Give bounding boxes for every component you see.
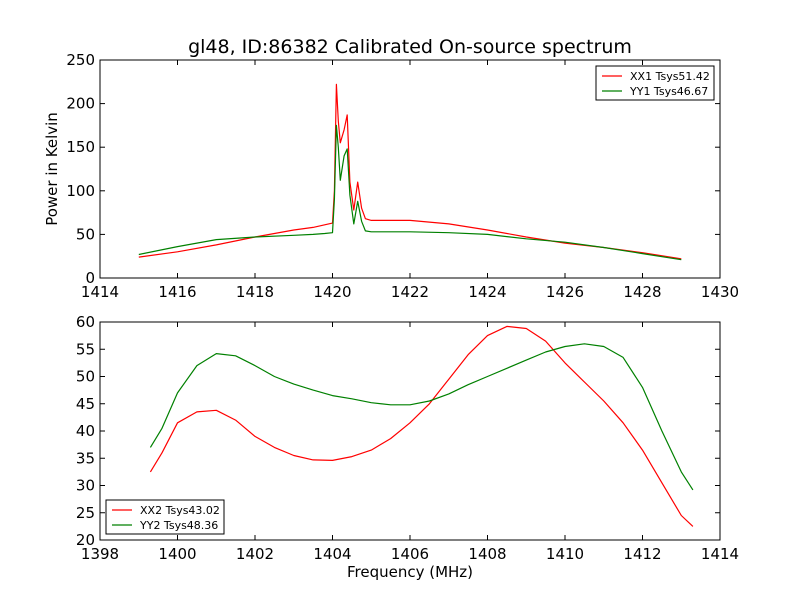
y-tick-label: 50: [76, 225, 95, 243]
y-tick-label: 40: [76, 422, 95, 440]
y-tick-label: 250: [66, 51, 95, 69]
y-tick-label: 200: [66, 95, 95, 113]
x-tick-label: 1410: [546, 545, 584, 563]
x-tick-label: 1418: [236, 283, 274, 301]
series-line-1: [138, 83, 682, 260]
top-chart-title: gl48, ID:86382 Calibrated On-source spec…: [188, 36, 632, 58]
y-tick-label: 25: [76, 504, 95, 522]
y-tick-label: 50: [76, 368, 95, 386]
legend-label: YY1 Tsys46.67: [629, 85, 708, 98]
top-chart-ylabel: Power in Kelvin: [43, 112, 61, 226]
y-tick-label: 150: [66, 138, 95, 156]
y-tick-label: 35: [76, 449, 95, 467]
x-tick-label: 1412: [623, 545, 661, 563]
series-line-2: [149, 343, 694, 491]
x-tick-label: 1414: [81, 283, 119, 301]
legend-box: [105, 499, 225, 535]
y-tick-label: 20: [76, 531, 95, 549]
x-tick-label: 1398: [81, 545, 119, 563]
x-tick-label: 1408: [468, 545, 506, 563]
bottom-plot-area: 1398 1400 1402 1404 1406 1408 1410 1412 1414 20 25…: [76, 313, 739, 563]
y-tick-label: 55: [76, 340, 95, 358]
legend: XX1 Tsys51.42 YY1 Tsys46.67: [595, 65, 715, 101]
legend-label: YY2 Tsys48.36: [139, 519, 218, 532]
legend-label: XX2 Tsys43.02: [140, 504, 220, 517]
series-line-2: [138, 124, 682, 261]
x-tick-label: 1428: [623, 283, 661, 301]
x-tick-label: 1404: [313, 545, 351, 563]
x-tick-label: 1430: [701, 283, 739, 301]
x-tick-label: 1416: [158, 283, 196, 301]
x-tick-label: 1422: [391, 283, 429, 301]
x-tick-label: 1426: [546, 283, 584, 301]
x-tick-label: 1400: [158, 545, 196, 563]
bottom-chart-xlabel: Frequency (MHz): [347, 563, 473, 581]
x-tick-label: 1420: [313, 283, 351, 301]
legend-label: XX1 Tsys51.42: [630, 70, 710, 83]
top-plot-area: 1414 1416 1418 1420 1422 1424 1426 1428 1430 0 50 1…: [66, 51, 739, 301]
y-tick-label: 30: [76, 477, 95, 495]
bottom-chart: Frequency (MHz) 1398 1400 1402 1404 1406 1408…: [76, 313, 739, 581]
x-tick-label: 1414: [701, 545, 739, 563]
legend: XX2 Tsys43.02 YY2 Tsys48.36: [105, 499, 225, 535]
x-tick-label: 1402: [236, 545, 274, 563]
y-tick-label: 45: [76, 395, 95, 413]
y-tick-label: 60: [76, 313, 95, 331]
series-line-1: [149, 325, 694, 527]
x-tick-label: 1406: [391, 545, 429, 563]
y-tick-label: 100: [66, 182, 95, 200]
x-tick-label: 1424: [468, 283, 506, 301]
legend-box: [595, 65, 715, 101]
y-tick-label: 0: [85, 269, 95, 287]
top-chart: gl48, ID:86382 Calibrated On-source spec…: [43, 36, 739, 301]
